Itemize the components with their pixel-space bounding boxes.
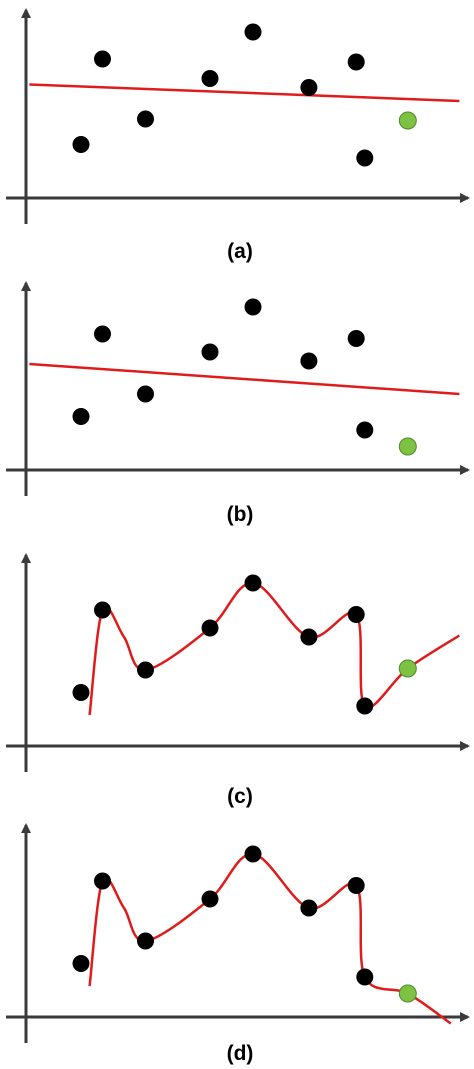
panel-label-a: (a) (227, 240, 253, 263)
training-point (244, 23, 262, 41)
training-point (347, 330, 365, 347)
training-point (201, 70, 219, 87)
training-point (201, 890, 219, 908)
training-point (244, 845, 262, 863)
training-point (94, 325, 111, 343)
training-point (300, 79, 318, 96)
fit-curve (88, 581, 461, 716)
training-point (94, 50, 111, 68)
fit-line (29, 83, 460, 103)
test-point (398, 984, 417, 1003)
training-point (201, 343, 219, 361)
training-point (72, 955, 90, 972)
training-point (347, 877, 365, 894)
panel-label-b: (b) (227, 503, 254, 526)
panel-d: (d) (6, 823, 470, 1065)
training-point (137, 110, 154, 128)
panel-b: (b) (6, 281, 470, 526)
training-point (244, 298, 262, 316)
training-point (72, 684, 90, 701)
panel-label-c: (c) (227, 785, 253, 808)
training-point (356, 149, 374, 167)
training-point (300, 352, 318, 370)
training-point (137, 385, 154, 403)
panel-label-d: (d) (227, 1042, 254, 1065)
training-point (356, 697, 374, 715)
test-point (398, 111, 417, 130)
training-point (72, 136, 90, 153)
training-point (347, 606, 365, 623)
training-point (300, 628, 318, 646)
training-point (244, 574, 262, 592)
training-point (72, 408, 90, 425)
training-point (94, 601, 111, 619)
training-point (300, 899, 318, 917)
training-point (94, 872, 111, 890)
panel-c: (c) (6, 553, 470, 808)
training-point (137, 932, 154, 950)
fit-line (29, 362, 460, 396)
training-point (356, 968, 374, 986)
training-point (201, 619, 219, 637)
training-point (356, 421, 374, 439)
test-point (398, 437, 417, 456)
training-point (137, 661, 154, 679)
panel-a: (a) (6, 8, 470, 263)
training-point (347, 53, 365, 71)
test-point (398, 659, 417, 678)
